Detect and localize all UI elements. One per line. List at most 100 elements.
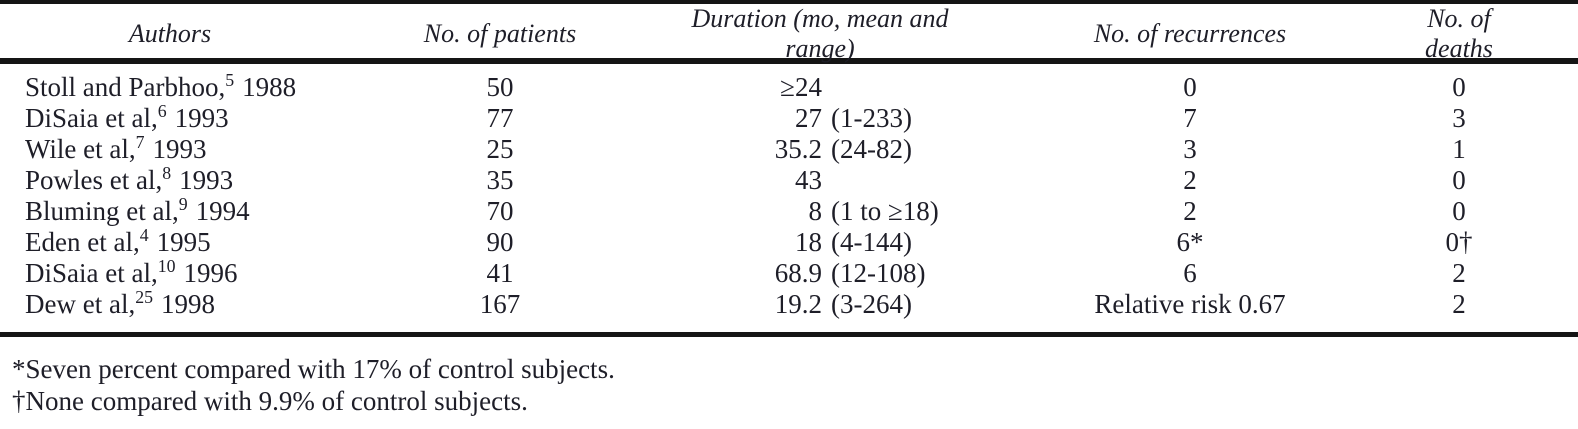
deaths-cell: 2	[1452, 258, 1466, 288]
duration-range: (12-108)	[831, 258, 926, 288]
recurrences-cell: 7	[1183, 103, 1197, 133]
column-header-duration: Duration (mo, mean and range)	[691, 4, 949, 63]
deaths-cell: 3	[1452, 103, 1466, 133]
deaths-cell: 0†	[1445, 227, 1473, 257]
reference-superscript: 4	[139, 225, 149, 245]
table-top-rule	[0, 0, 1578, 4]
duration-mean: 68.9	[774, 258, 822, 288]
duration-range: (4-144)	[831, 227, 912, 257]
table-row: DiSaia et al,6 1993 77 27 (1-233) 7 3	[0, 101, 1578, 134]
patients-cell: 25	[486, 134, 514, 164]
duration-mean: 43	[795, 165, 822, 195]
duration-mean: 27	[795, 103, 822, 133]
duration-cell: 18 (4-144)	[660, 227, 980, 258]
reference-superscript: 8	[162, 163, 172, 183]
patients-cell: 77	[486, 103, 514, 133]
table-row: Bluming et al,9 1994 70 8 (1 to ≥18) 2 0	[0, 194, 1578, 227]
duration-mean: 18	[795, 227, 822, 257]
author-year: 1998	[161, 289, 216, 319]
table-row: Stoll and Parbhoo,5 1988 50 ≥24 0 0	[0, 70, 1578, 103]
recurrences-cell: 6	[1183, 258, 1197, 288]
duration-mean: 35.2	[774, 134, 822, 164]
table-row: DiSaia et al,10 1996 41 68.9 (12-108) 6 2	[0, 256, 1578, 289]
table-bottom-rule	[0, 332, 1578, 337]
author-name: Eden et al,	[25, 227, 140, 257]
reference-superscript: 7	[135, 132, 145, 152]
recurrences-cell: Relative risk 0.67	[1094, 289, 1286, 319]
duration-cell: ≥24	[660, 72, 980, 103]
patients-cell: 167	[479, 289, 521, 319]
table-row: Eden et al,4 1995 90 18 (4-144) 6* 0†	[0, 225, 1578, 258]
author-year: 1993	[179, 165, 234, 195]
deaths-cell: 0	[1452, 72, 1466, 102]
reference-superscript: 10	[157, 256, 176, 276]
reference-superscript: 5	[225, 70, 235, 90]
duration-mean: 8	[808, 196, 823, 226]
table-header-row: Authors No. of patients Duration (mo, me…	[0, 4, 1578, 63]
duration-cell: 43	[660, 165, 980, 196]
patients-cell: 90	[486, 227, 514, 257]
duration-cell: 35.2 (24-82)	[660, 134, 980, 165]
author-cell: DiSaia et al,6 1993	[0, 101, 340, 134]
author-name: Bluming et al,	[25, 196, 179, 226]
column-header-recurrences: No. of recurrences	[1093, 19, 1287, 48]
deaths-cell: 1	[1452, 134, 1466, 164]
author-year: 1994	[195, 196, 250, 226]
patients-cell: 41	[486, 258, 514, 288]
duration-mean: 19.2	[774, 289, 822, 319]
table-row: Powles et al,8 1993 35 43 2 0	[0, 163, 1578, 196]
recurrences-cell: 2	[1183, 165, 1197, 195]
author-name: Stoll and Parbhoo,	[25, 72, 226, 102]
patients-cell: 70	[486, 196, 514, 226]
reference-superscript: 25	[135, 287, 154, 307]
author-name: Wile et al,	[25, 134, 136, 164]
table-row: Wile et al,7 1993 25 35.2 (24-82) 3 1	[0, 132, 1578, 165]
column-header-authors: Authors	[128, 19, 212, 48]
recurrences-cell: 2	[1183, 196, 1197, 226]
author-cell: Dew et al,25 1998	[0, 287, 340, 320]
table-header-rule	[0, 58, 1578, 64]
author-cell: Bluming et al,9 1994	[0, 194, 340, 227]
author-name: DiSaia et al,	[25, 258, 158, 288]
duration-mean: ≥24	[780, 72, 822, 102]
recurrences-cell: 0	[1183, 72, 1197, 102]
author-year: 1993	[174, 103, 229, 133]
duration-cell: 68.9 (12-108)	[660, 258, 980, 289]
duration-range: (1-233)	[831, 103, 912, 133]
author-year: 1993	[152, 134, 207, 164]
recurrences-cell: 6*	[1176, 227, 1204, 257]
table-footnotes: *Seven percent compared with 17% of cont…	[0, 337, 1578, 417]
duration-range: (1 to ≥18)	[831, 196, 939, 226]
patients-cell: 35	[486, 165, 514, 195]
author-cell: Powles et al,8 1993	[0, 163, 340, 196]
patients-cell: 50	[486, 72, 514, 102]
column-header-patients: No. of patients	[423, 19, 577, 48]
duration-cell: 19.2 (3-264)	[660, 289, 980, 320]
author-cell: Wile et al,7 1993	[0, 132, 340, 165]
deaths-cell: 2	[1452, 289, 1466, 319]
deaths-cell: 0	[1452, 196, 1466, 226]
column-header-deaths: No. of deaths	[1425, 4, 1493, 63]
author-year: 1996	[183, 258, 238, 288]
author-cell: Eden et al,4 1995	[0, 225, 340, 258]
author-cell: DiSaia et al,10 1996	[0, 256, 340, 289]
author-cell: Stoll and Parbhoo,5 1988	[0, 70, 340, 103]
author-year: 1988	[242, 72, 297, 102]
duration-cell: 27 (1-233)	[660, 103, 980, 134]
author-year: 1995	[156, 227, 211, 257]
reference-superscript: 6	[157, 101, 167, 121]
duration-cell: 8 (1 to ≥18)	[660, 196, 980, 227]
recurrences-cell: 3	[1183, 134, 1197, 164]
author-name: Dew et al,	[25, 289, 136, 319]
author-name: Powles et al,	[25, 165, 163, 195]
deaths-cell: 0	[1452, 165, 1466, 195]
table-body: Stoll and Parbhoo,5 1988 50 ≥24 0 0 DiSai…	[0, 64, 1578, 332]
reference-superscript: 9	[178, 194, 188, 214]
author-name: DiSaia et al,	[25, 103, 158, 133]
table-row: Dew et al,25 1998 167 19.2 (3-264) Relativ…	[0, 287, 1578, 320]
duration-range: (24-82)	[831, 134, 912, 164]
duration-range: (3-264)	[831, 289, 912, 319]
footnote-asterisk: *Seven percent compared with 17% of cont…	[12, 354, 615, 384]
footnote-dagger: †None compared with 9.9% of control subj…	[12, 386, 528, 416]
